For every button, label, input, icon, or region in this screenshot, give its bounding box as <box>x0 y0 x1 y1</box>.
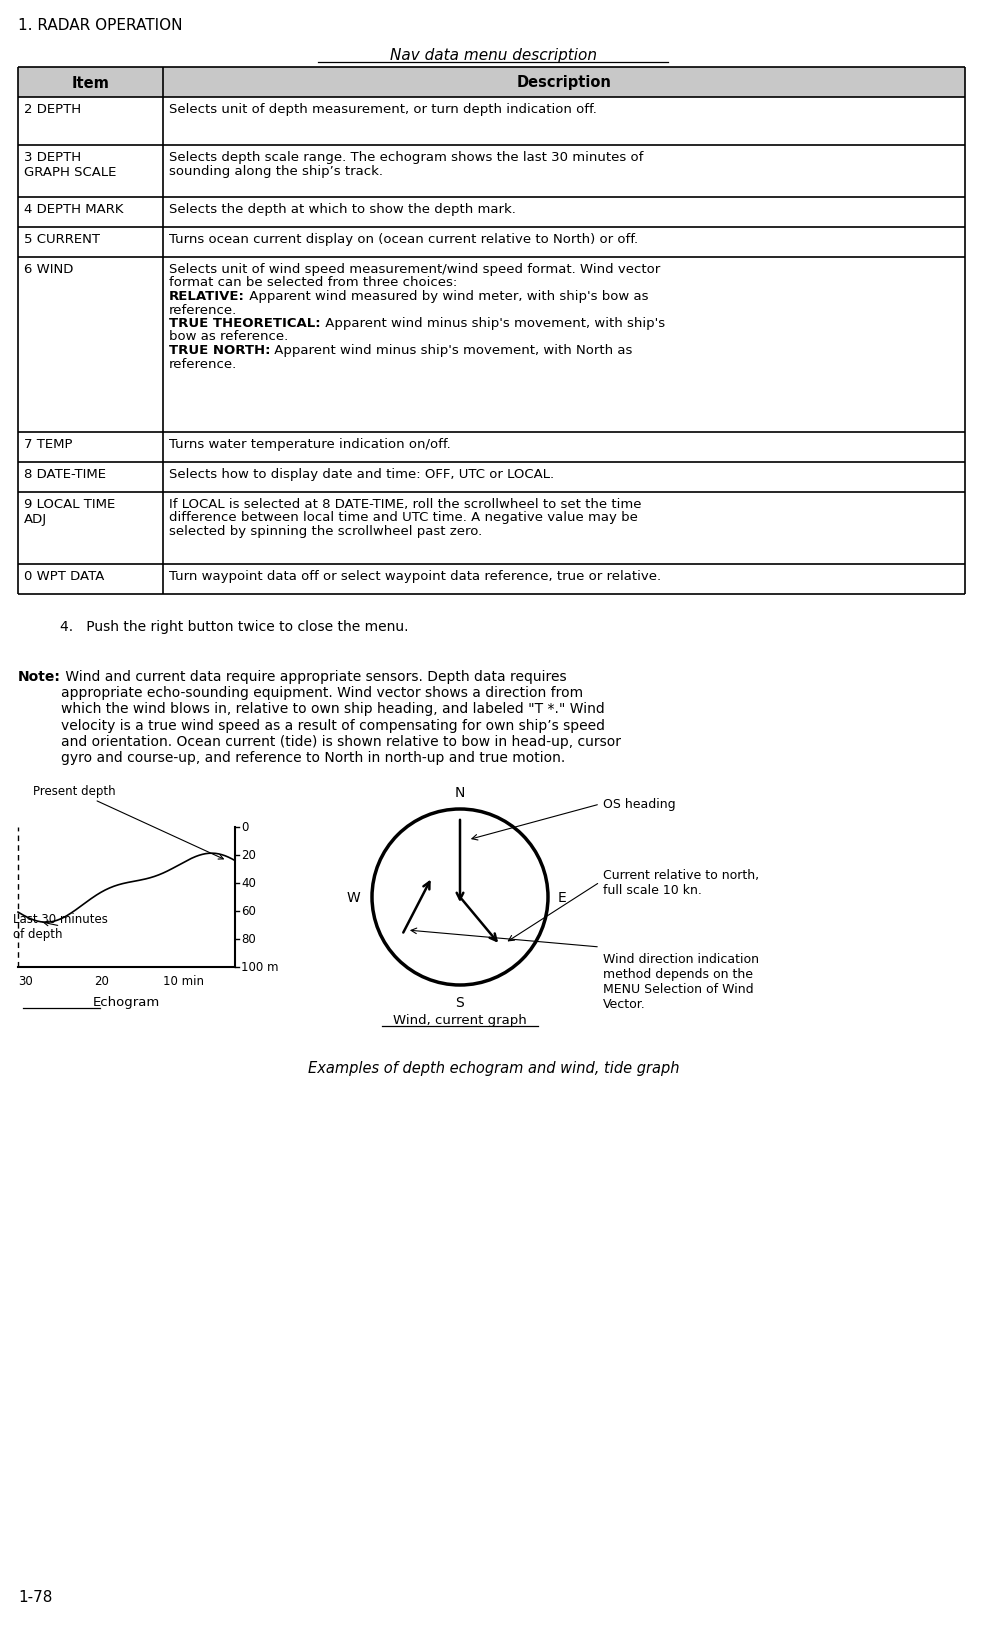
Text: 60: 60 <box>241 906 255 917</box>
Text: 20: 20 <box>94 974 108 987</box>
Text: Echogram: Echogram <box>93 996 160 1009</box>
Text: RELATIVE:: RELATIVE: <box>169 290 245 304</box>
Text: 8 DATE-TIME: 8 DATE-TIME <box>24 468 106 481</box>
Text: Wind and current data require appropriate sensors. Depth data requires
appropria: Wind and current data require appropriat… <box>61 669 620 764</box>
Text: reference.: reference. <box>169 357 237 370</box>
Text: 20: 20 <box>241 849 255 862</box>
Text: Selects the depth at which to show the depth mark.: Selects the depth at which to show the d… <box>169 202 516 215</box>
Text: Turn waypoint data off or select waypoint data reference, true or relative.: Turn waypoint data off or select waypoin… <box>169 570 661 583</box>
Text: 10 min: 10 min <box>164 974 204 987</box>
Text: 1-78: 1-78 <box>18 1590 52 1604</box>
Bar <box>18 69 964 98</box>
Text: 0 WPT DATA: 0 WPT DATA <box>24 570 105 583</box>
Text: bow as reference.: bow as reference. <box>169 330 288 343</box>
Text: Selects unit of depth measurement, or turn depth indication off.: Selects unit of depth measurement, or tu… <box>169 103 597 116</box>
Text: 6 WIND: 6 WIND <box>24 263 73 276</box>
Text: 9 LOCAL TIME
ADJ: 9 LOCAL TIME ADJ <box>24 498 115 526</box>
Text: 5 CURRENT: 5 CURRENT <box>24 233 100 246</box>
Text: 40: 40 <box>241 876 255 889</box>
Text: reference.: reference. <box>169 304 237 317</box>
Text: 7 TEMP: 7 TEMP <box>24 437 72 450</box>
Text: TRUE THEORETICAL:: TRUE THEORETICAL: <box>169 317 320 330</box>
Text: Last 30 minutes
of depth: Last 30 minutes of depth <box>13 912 107 940</box>
Text: 30: 30 <box>18 974 33 987</box>
Text: Current relative to north,
full scale 10 kn.: Current relative to north, full scale 10… <box>602 868 758 896</box>
Text: Description: Description <box>516 75 610 90</box>
Text: Wind, current graph: Wind, current graph <box>392 1013 527 1027</box>
Text: Examples of depth echogram and wind, tide graph: Examples of depth echogram and wind, tid… <box>308 1061 678 1075</box>
Text: Present depth: Present depth <box>33 785 223 860</box>
Text: W: W <box>346 891 360 904</box>
Text: format can be selected from three choices:: format can be selected from three choice… <box>169 276 457 289</box>
Text: 4 DEPTH MARK: 4 DEPTH MARK <box>24 202 123 215</box>
Text: E: E <box>557 891 566 904</box>
Text: 100 m: 100 m <box>241 961 278 974</box>
Text: Selects unit of wind speed measurement/wind speed format. Wind vector: Selects unit of wind speed measurement/w… <box>169 263 660 276</box>
Text: Turns ocean current display on (ocean current relative to North) or off.: Turns ocean current display on (ocean cu… <box>169 233 638 246</box>
Text: N: N <box>455 785 464 800</box>
Text: Apparent wind minus ship's movement, with ship's: Apparent wind minus ship's movement, wit… <box>320 317 665 330</box>
Text: Nav data menu description: Nav data menu description <box>389 47 597 64</box>
Text: 80: 80 <box>241 934 255 947</box>
Text: 3 DEPTH
GRAPH SCALE: 3 DEPTH GRAPH SCALE <box>24 150 116 180</box>
Text: Apparent wind minus ship's movement, with North as: Apparent wind minus ship's movement, wit… <box>270 344 632 357</box>
Text: Selects how to display date and time: OFF, UTC or LOCAL.: Selects how to display date and time: OF… <box>169 468 553 481</box>
Text: TRUE NORTH:: TRUE NORTH: <box>169 344 270 357</box>
Text: Selects depth scale range. The echogram shows the last 30 minutes of: Selects depth scale range. The echogram … <box>169 150 643 163</box>
Text: Note:: Note: <box>18 669 61 684</box>
Text: 0: 0 <box>241 821 248 834</box>
Text: If LOCAL is selected at 8 DATE-TIME, roll the scrollwheel to set the time: If LOCAL is selected at 8 DATE-TIME, rol… <box>169 498 641 511</box>
Text: 1. RADAR OPERATION: 1. RADAR OPERATION <box>18 18 182 33</box>
Text: selected by spinning the scrollwheel past zero.: selected by spinning the scrollwheel pas… <box>169 524 482 537</box>
Text: 4.   Push the right button twice to close the menu.: 4. Push the right button twice to close … <box>60 620 408 633</box>
Text: OS heading: OS heading <box>602 798 675 811</box>
Text: Wind direction indication
method depends on the
MENU Selection of Wind
Vector.: Wind direction indication method depends… <box>602 953 758 1010</box>
Text: Item: Item <box>72 75 109 90</box>
Text: Apparent wind measured by wind meter, with ship's bow as: Apparent wind measured by wind meter, wi… <box>245 290 648 304</box>
Text: sounding along the ship’s track.: sounding along the ship’s track. <box>169 165 383 178</box>
Text: S: S <box>456 996 463 1009</box>
Text: 2 DEPTH: 2 DEPTH <box>24 103 81 116</box>
Text: Turns water temperature indication on/off.: Turns water temperature indication on/of… <box>169 437 451 450</box>
Text: difference between local time and UTC time. A negative value may be: difference between local time and UTC ti… <box>169 511 637 524</box>
